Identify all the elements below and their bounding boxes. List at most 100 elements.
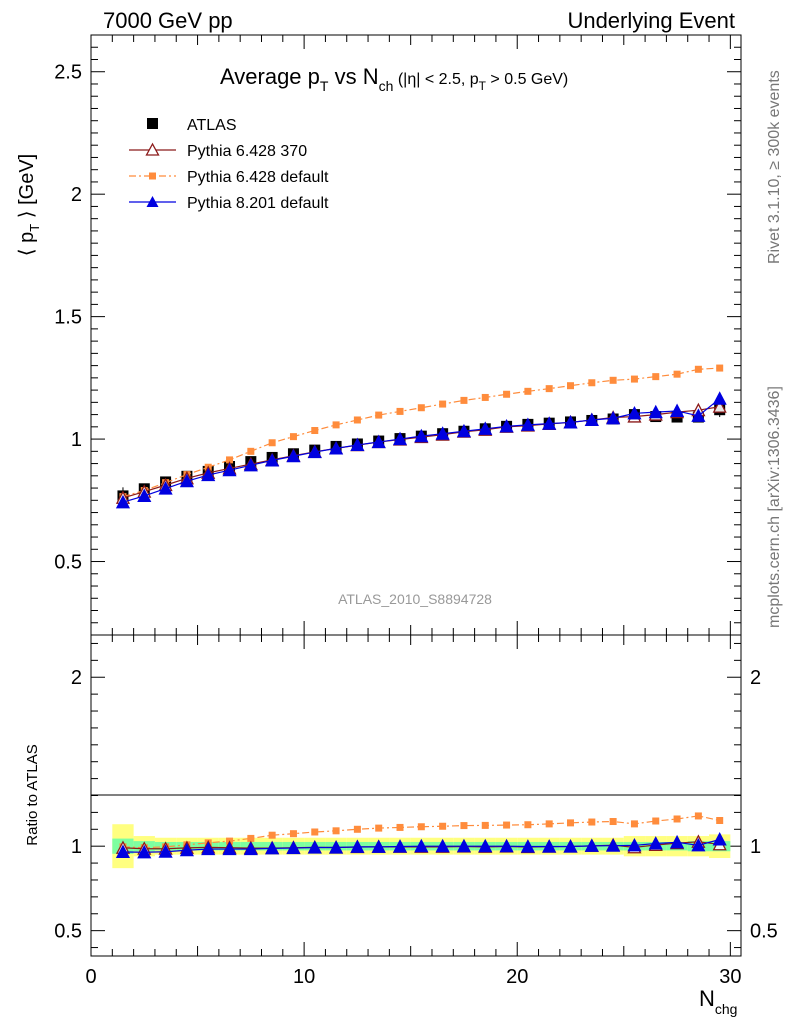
ratio-p8-default-point [307, 840, 322, 854]
ratio-p8-default-point [499, 838, 514, 853]
p8-default-point [669, 403, 685, 417]
p6-default-point [481, 393, 489, 401]
p6-default-point [694, 365, 702, 373]
main-axis-ticks: 0.5 1 1.5 2 2.5 [54, 34, 741, 635]
p8-default-point [499, 418, 514, 433]
ratio-p8-default-point [201, 841, 216, 856]
legend-label-p6-default: Pythia 6.428 default [187, 169, 329, 186]
p6-default-point [268, 439, 276, 447]
p6-370-point [712, 399, 727, 413]
p8-default-point [243, 457, 258, 472]
ratio-p8-default-point [265, 840, 280, 855]
p8-default-point [456, 423, 472, 438]
p8-default-point [307, 444, 322, 459]
legend-marker-atlas [147, 118, 158, 129]
p8-default-point [414, 428, 429, 443]
p8-default-point [350, 437, 365, 452]
ratio-p6-default-point [439, 822, 447, 830]
y-tick-label-ratio: 1 [71, 836, 82, 858]
ratio-p8-default-point [371, 839, 386, 853]
p8-default-point [542, 416, 557, 430]
x-axis-label: Nchg [699, 986, 737, 1017]
ratio-p8-default-point [584, 838, 599, 852]
p8-default-point [520, 417, 535, 431]
ratio-p8-default-point [456, 838, 472, 853]
p6-default-point [460, 396, 468, 404]
header-left: 7000 GeV pp [103, 8, 233, 33]
ratio-p8-default-point [179, 842, 194, 857]
legend-marker-p8-default [146, 196, 159, 207]
ratio-p6-default-point [247, 834, 255, 842]
p6-default-point [396, 407, 404, 415]
y-tick-label-main: 2 [71, 184, 82, 206]
ratio-p6-default-point [716, 817, 724, 825]
p8-default-point [286, 448, 301, 463]
ratio-p8-default-point [542, 839, 557, 853]
p8-default-point [648, 404, 663, 419]
legend-label-p6-370: Pythia 6.428 370 [187, 143, 307, 160]
y-tick-label-main: 0.5 [54, 552, 82, 574]
legend: ATLAS Pythia 6.428 370 Pythia 6.428 defa… [129, 117, 329, 212]
x-tick-label: 10 [293, 966, 315, 988]
ratio-p8-default-point [414, 838, 429, 853]
legend-marker-p6-default [149, 172, 156, 180]
p8-default-point [265, 452, 280, 467]
ratio-p8-default-point [606, 838, 621, 852]
ratio-p8-default-point [329, 840, 344, 854]
p6-default-point [311, 427, 319, 435]
ratio-p6-default-point [417, 823, 425, 831]
p6-default-point [630, 375, 638, 383]
y-tick-label-ratio-right: 1 [750, 836, 761, 858]
ratio-p6-default-point [332, 827, 340, 835]
ratio-p8-default-point [520, 839, 535, 853]
ratio-p6-default-point [694, 812, 702, 820]
p8-default-point [392, 431, 408, 446]
p8-default-point [478, 421, 493, 435]
p8-default-point [222, 462, 237, 477]
ratio-p6-default-point [609, 818, 617, 826]
ratio-series [115, 812, 727, 859]
p6-default-line [122, 367, 720, 498]
ratio-p8-default-point [392, 839, 408, 853]
p6-default-point [439, 400, 447, 408]
p8-default-point [179, 473, 194, 488]
ratio-p6-default-point [652, 817, 660, 825]
p8-default-point [712, 391, 727, 405]
p6-default-point [226, 456, 234, 464]
ratio-p6-default-point [375, 824, 383, 832]
p6-default-point [652, 373, 660, 381]
ratio-p6-default-point [268, 831, 276, 839]
p6-default-point [716, 364, 724, 372]
ratio-p8-default-point [627, 837, 642, 852]
y-tick-label-main: 1 [71, 429, 82, 451]
ratio-p6-default-point [524, 821, 532, 829]
y-tick-label-ratio: 2 [71, 667, 82, 689]
p8-default-point [584, 412, 599, 427]
ratio-p6-default-point [311, 828, 319, 836]
ratio-p6-default-point [289, 830, 297, 838]
ratio-p8-default-point [286, 840, 301, 855]
ratio-p6-default-point [673, 815, 681, 823]
legend-label-atlas: ATLAS [187, 117, 237, 134]
p6-default-point [289, 433, 297, 441]
p8-default-point [201, 467, 216, 482]
chart-title: Average pT vs Nch (|η| < 2.5, pT > 0.5 G… [220, 64, 568, 94]
p8-default-point [329, 440, 344, 455]
ratio-p6-default-point [630, 820, 638, 828]
p6-default-point [332, 421, 340, 429]
p6-default-point [567, 382, 575, 390]
analysis-watermark: ATLAS_2010_S8894728 [338, 591, 492, 607]
header-right: Underlying Event [567, 8, 735, 33]
ratio-p8-default-point [563, 839, 578, 853]
y-axis-label-main: ⟨ pT ⟩ [GeV] [16, 154, 42, 257]
p8-default-point [435, 426, 450, 440]
p8-default-point [563, 415, 578, 429]
ratio-p6-default-point [567, 819, 575, 827]
y-tick-label-main: 2.5 [54, 62, 82, 84]
p6-default-point [588, 379, 596, 387]
p6-default-point [673, 370, 681, 378]
ratio-p8-default-point [137, 844, 152, 859]
ratio-p8-default-point [350, 839, 365, 853]
ratio-p8-default-point [648, 836, 663, 850]
